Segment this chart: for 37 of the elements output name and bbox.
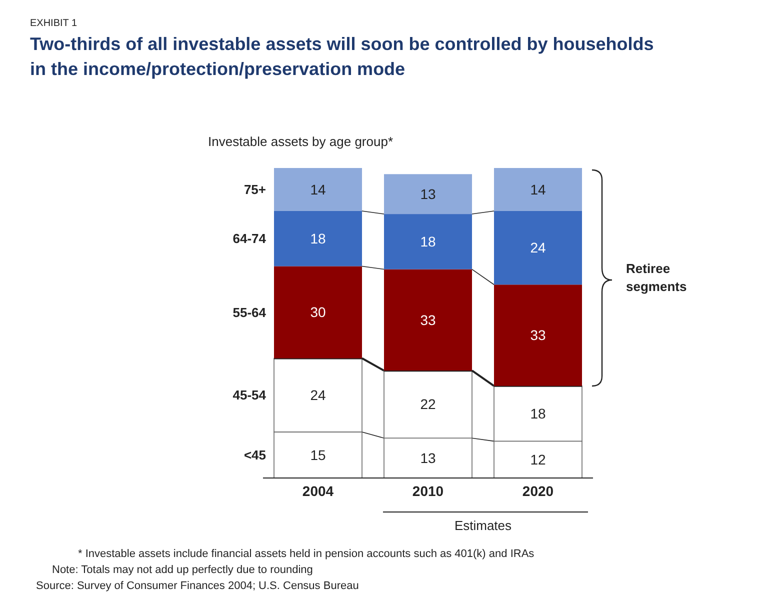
data-label: 14 (310, 181, 326, 198)
series-label: 75+ (244, 182, 266, 198)
data-label: 14 (530, 181, 546, 198)
series-label: 45-54 (232, 388, 267, 403)
bar (494, 210, 582, 285)
bar (274, 168, 362, 211)
data-label: 13 (420, 450, 436, 466)
data-label: 13 (420, 186, 436, 202)
bar (384, 174, 472, 214)
x-tick-label: 2004 (302, 482, 334, 499)
text: Estimates (453, 518, 513, 533)
data-label: 33 (420, 312, 436, 328)
bar (274, 210, 362, 266)
data-label: 30 (310, 304, 326, 320)
data-label: 24 (310, 387, 326, 404)
chart-title: Two-thirds of all investable assets will soon be controlled by households in the income/protection/preservation mode (30, 33, 655, 81)
bar (384, 214, 472, 270)
data-label: 33 (530, 327, 546, 344)
series-label: <45 (244, 448, 266, 463)
data-label: 24 (530, 240, 546, 256)
data-label: 22 (420, 396, 436, 412)
data-label: 12 (530, 451, 546, 468)
x-tick-label: 2010 (412, 482, 444, 499)
text: Retiree segments (626, 260, 688, 296)
chart-subtitle: Investable assets by age group* (208, 134, 394, 149)
series-label: 55-64 (232, 304, 267, 320)
data-label: 18 (310, 230, 326, 246)
data-label: 15 (310, 446, 326, 463)
text: EXHIBIT 1 (30, 18, 78, 29)
x-tick-label: 2020 (522, 482, 554, 499)
text: Note: Totals may not add up perfectly due to rounding (52, 564, 313, 576)
text: * Investable assets include financial assets held in pension accounts such as 401(k) and IRAs (78, 548, 534, 560)
data-label: 18 (420, 234, 436, 250)
data-label: 18 (530, 405, 546, 422)
source-note: Source: Survey of Consumer Finances 2004; U.S. Census Bureau (36, 580, 359, 592)
bar (494, 168, 582, 211)
series-label: 64-74 (232, 231, 267, 246)
